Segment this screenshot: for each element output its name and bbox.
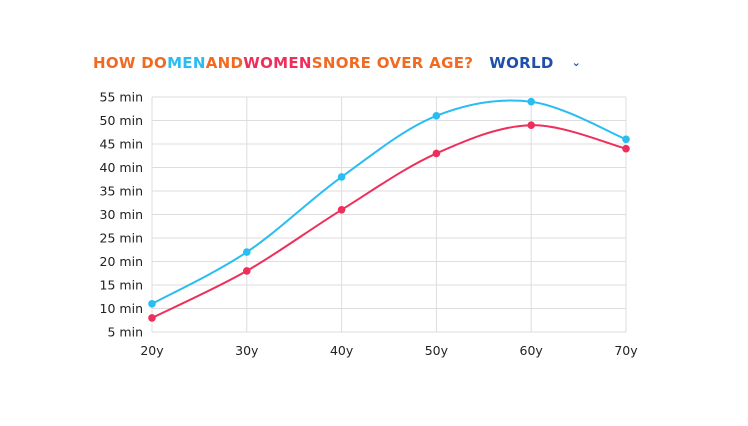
y-axis-ticks: 5 min 10 min 15 min 20 min 25 min 30 min 35 mi… (100, 90, 143, 340)
y-tick-label: 5 min (108, 325, 144, 340)
data-point-women[interactable] (148, 314, 156, 322)
data-point-women[interactable] (337, 206, 346, 214)
data-point-women[interactable] (622, 144, 630, 153)
y-tick-label: 10 min (100, 301, 143, 316)
title-segment-5: SNORE OVER AGE? (311, 54, 474, 72)
data-point-women[interactable] (432, 149, 441, 158)
y-tick-label: 25 min (100, 231, 143, 246)
data-point-men[interactable] (337, 173, 346, 181)
grid (151, 96, 627, 333)
data-point-women[interactable] (243, 267, 251, 275)
data-point-men[interactable] (432, 112, 441, 120)
y-tick-label: 55 min (100, 90, 143, 105)
data-point-men[interactable] (622, 135, 630, 144)
title-segment-3: AND (205, 54, 244, 72)
region-select-value: WORLD (489, 54, 554, 72)
series (148, 97, 630, 322)
x-axis-ticks: 20y 30y 40y 50y 60y 70y (140, 343, 638, 358)
data-point-women[interactable] (527, 121, 535, 129)
x-tick-label: 60y (520, 343, 544, 358)
chevron-down-icon: ⌄ (571, 55, 582, 69)
series-line-men (151, 99, 627, 305)
x-tick-label: 40y (330, 343, 354, 358)
data-point-men[interactable] (527, 97, 535, 106)
y-tick-label: 20 min (100, 254, 143, 269)
title-segment-women: WOMEN (243, 54, 312, 72)
x-tick-label: 70y (614, 343, 638, 358)
y-tick-label: 40 min (100, 160, 143, 175)
data-point-men[interactable] (243, 248, 251, 256)
x-tick-label: 30y (235, 343, 259, 358)
x-tick-label: 50y (425, 343, 449, 358)
title-segment-men: MEN (167, 54, 206, 72)
y-tick-label: 15 min (100, 278, 143, 293)
y-tick-label: 45 min (100, 137, 143, 152)
title-segment-1: HOW DO (93, 54, 168, 72)
region-select[interactable]: WORLD ⌄ (489, 54, 581, 72)
y-tick-label: 30 min (100, 207, 143, 222)
x-tick-label: 20y (140, 343, 164, 358)
y-tick-label: 35 min (100, 184, 143, 199)
chart-title: HOW DO MEN AND WOMEN SNORE OVER AGE? WOR… (93, 53, 581, 73)
series-line-women (151, 124, 627, 319)
y-tick-label: 50 min (100, 113, 143, 128)
data-point-men[interactable] (148, 300, 156, 308)
